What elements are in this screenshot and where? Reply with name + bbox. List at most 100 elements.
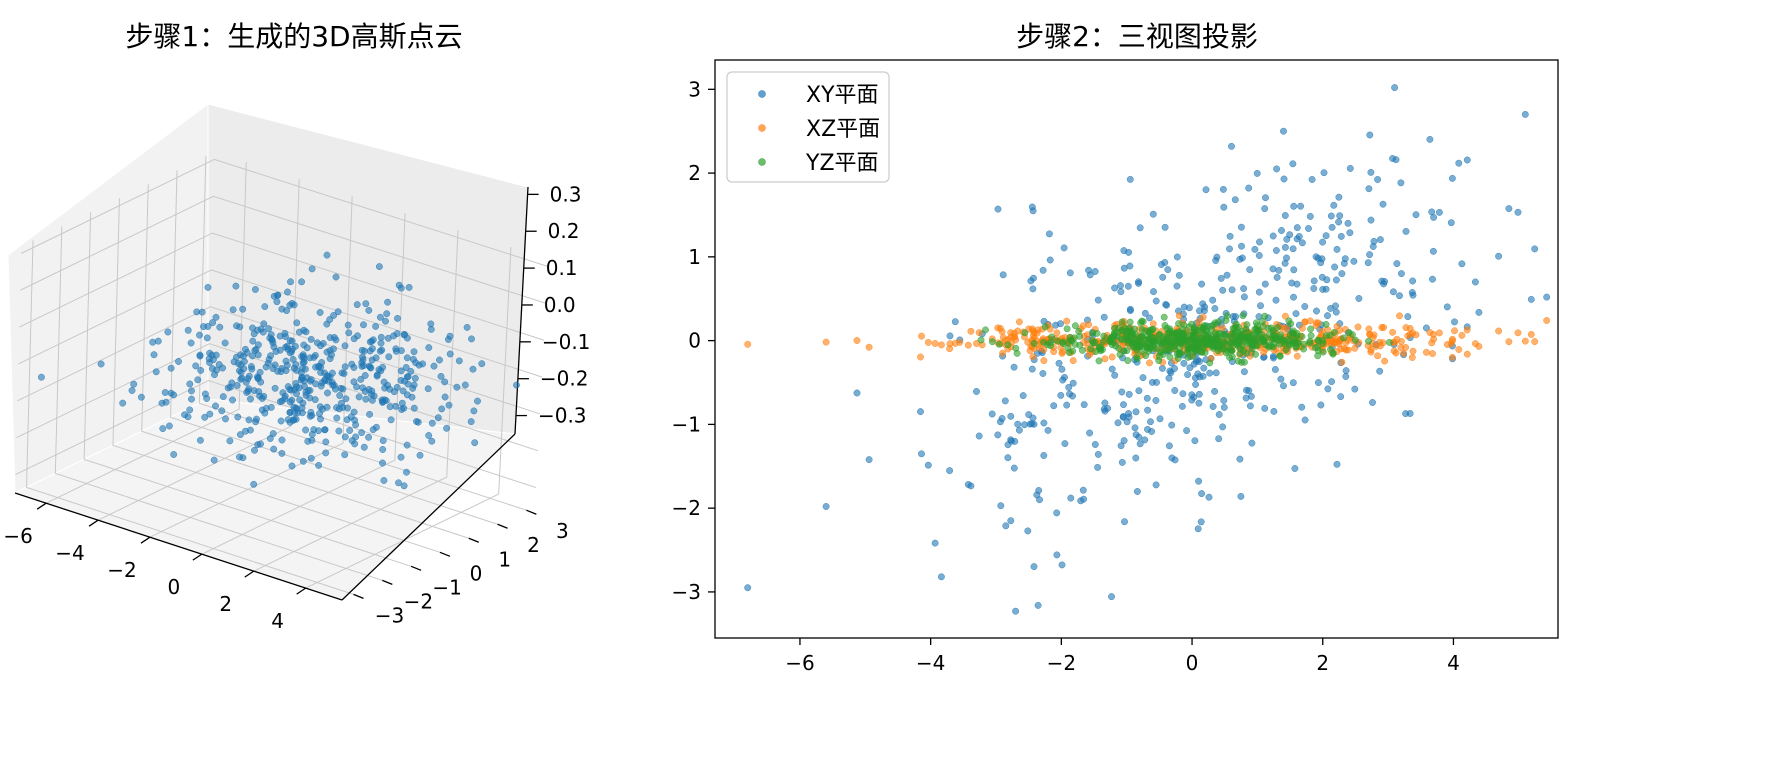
point-s1-216 — [975, 329, 983, 337]
point-s2-400 — [1013, 349, 1021, 357]
point-s2-120 — [1093, 329, 1101, 337]
point3d-420 — [306, 412, 314, 420]
x-tick-label-1: −4 — [55, 541, 84, 565]
point-s0-173 — [997, 502, 1005, 510]
x2-tick-label-4: 2 — [1316, 651, 1329, 675]
point3d-164 — [326, 355, 334, 363]
point-s1-457 — [1374, 352, 1382, 360]
y-tick-6 — [526, 509, 537, 515]
y-tick-label-2: −1 — [432, 575, 461, 599]
point-s2-180 — [1021, 329, 1029, 337]
point-s0-198 — [1256, 238, 1263, 246]
plot3d-y-axis-line — [341, 433, 516, 601]
point-s0-500 — [744, 584, 752, 592]
point-s0-445 — [1531, 245, 1539, 253]
grid-line-z-5 — [20, 195, 546, 304]
point3d-456 — [346, 427, 354, 434]
point-s0-29 — [1273, 165, 1281, 173]
point3d-448 — [443, 424, 451, 432]
point3d-171 — [368, 356, 376, 364]
point-s1-500 — [744, 340, 752, 348]
point-s0-201 — [1158, 364, 1166, 372]
point-s0-52 — [946, 332, 954, 340]
point3d-132 — [392, 347, 400, 355]
point-s0-50 — [1117, 288, 1125, 296]
point-s2-493 — [1226, 343, 1234, 351]
point-s2-498 — [1133, 336, 1140, 344]
point-s0-296 — [1135, 387, 1143, 395]
point-s0-255 — [1173, 253, 1181, 261]
point-s0-86 — [1066, 269, 1074, 277]
point-s2-442 — [1195, 330, 1203, 338]
point-s2-499 — [1242, 325, 1250, 333]
point-s2-92 — [1282, 346, 1290, 354]
point-s0-282 — [1323, 276, 1331, 284]
point-s0-182 — [1308, 176, 1316, 183]
point-s1-230 — [1527, 330, 1535, 338]
point-s0-104 — [1220, 203, 1228, 211]
point-s0-261 — [1135, 433, 1143, 441]
point-s2-379 — [1329, 350, 1337, 358]
plot3d-title: 步骤1：生成的3D高斯点云 — [125, 20, 462, 53]
point-s0-423 — [1335, 193, 1343, 201]
point3d-152 — [196, 352, 204, 360]
point3d-472 — [379, 437, 387, 445]
point-s0-403 — [1213, 253, 1221, 261]
point3d-479 — [351, 440, 359, 448]
point3d-77 — [281, 333, 289, 340]
point3d-108 — [317, 342, 324, 350]
point-s0-428 — [1053, 509, 1061, 517]
point3d-280 — [257, 378, 265, 386]
point-s2-496 — [1288, 339, 1296, 347]
point-s2-441 — [1171, 331, 1179, 339]
point-s1-68 — [853, 337, 861, 344]
point-s0-199 — [1191, 437, 1199, 445]
point-s0-124 — [1328, 378, 1336, 386]
point-s0-495 — [1381, 278, 1389, 285]
point3d-188 — [97, 360, 105, 368]
point-s0-486 — [1125, 413, 1133, 421]
point-s2-185 — [1041, 323, 1049, 331]
point-s0-262 — [1350, 257, 1358, 265]
point-s0-313 — [1195, 399, 1203, 407]
point-s0-259 — [1333, 460, 1341, 468]
x-tick-label-3: 0 — [167, 575, 180, 599]
point-s1-427 — [1199, 313, 1207, 321]
point3d-99 — [149, 338, 157, 346]
point-s0-83 — [1002, 522, 1010, 530]
point-s0-430 — [946, 467, 954, 475]
point-s0-349 — [1192, 381, 1200, 388]
point-s0-325 — [1085, 266, 1093, 274]
z-tick-label-6: 0.3 — [550, 182, 582, 206]
point-s2-457 — [1314, 352, 1322, 360]
point-s0-505 — [1280, 127, 1287, 135]
point-s0-36 — [1039, 266, 1047, 274]
point-s0-461 — [1262, 194, 1269, 202]
point-s0-25 — [1292, 310, 1300, 318]
point-s2-461 — [1300, 345, 1308, 353]
point-s0-213 — [1364, 259, 1372, 267]
point-s2-447 — [1267, 342, 1275, 350]
point-s0-152 — [1342, 373, 1350, 380]
point3d-223 — [469, 365, 477, 373]
point3d-72 — [196, 331, 203, 339]
point-s0-14 — [1270, 407, 1278, 415]
point-s2-29 — [1322, 320, 1330, 328]
point3d-454 — [302, 426, 310, 434]
point-s1-374 — [1378, 324, 1386, 331]
point-s0-107 — [1118, 388, 1126, 396]
point-s2-353 — [1166, 338, 1174, 346]
point-s0-220 — [1369, 243, 1377, 250]
point3d-395 — [410, 404, 418, 412]
point-s1-313 — [1195, 318, 1203, 326]
point-s0-214 — [1298, 403, 1306, 411]
point3d-17 — [384, 298, 392, 306]
point-s2-410 — [1322, 332, 1330, 340]
point-s0-444 — [1236, 455, 1244, 463]
point-s0-62 — [1238, 254, 1246, 262]
z-tick-label-2: −0.1 — [542, 330, 591, 354]
point3d-142 — [150, 351, 158, 359]
point3d-398 — [335, 405, 343, 413]
grid-line-z-0 — [15, 380, 537, 489]
